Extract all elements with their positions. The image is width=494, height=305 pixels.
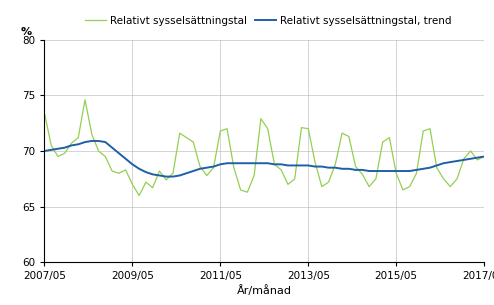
Relativt sysselsättningstal, trend: [75, 142, 81, 146]
Relativt sysselsättningstal: [163, 178, 169, 182]
Relativt sysselsättningstal, trend: [163, 175, 169, 178]
Relativt sysselsättningstal, trend: [481, 155, 487, 158]
Legend: Relativt sysselsättningstal, Relativt sysselsättningstal, trend: Relativt sysselsättningstal, Relativt sy…: [85, 16, 452, 26]
Relativt sysselsättningstal: [41, 111, 47, 115]
Relativt sysselsättningstal: [75, 136, 81, 139]
Text: %: %: [20, 27, 32, 38]
Relativt sysselsättningstal: [82, 98, 88, 102]
Relativt sysselsättningstal, trend: [251, 161, 257, 165]
Relativt sysselsättningstal, trend: [190, 169, 196, 173]
Relativt sysselsättningstal, trend: [400, 169, 406, 173]
X-axis label: År/månad: År/månad: [237, 285, 292, 296]
Relativt sysselsättningstal: [400, 188, 406, 192]
Relativt sysselsättningstal, trend: [157, 174, 163, 177]
Relativt sysselsättningstal: [136, 194, 142, 197]
Relativt sysselsättningstal: [481, 155, 487, 158]
Relativt sysselsättningstal, trend: [245, 161, 250, 165]
Line: Relativt sysselsättningstal, trend: Relativt sysselsättningstal, trend: [44, 141, 484, 177]
Relativt sysselsättningstal: [251, 174, 257, 177]
Line: Relativt sysselsättningstal: Relativt sysselsättningstal: [44, 100, 484, 196]
Relativt sysselsättningstal: [190, 140, 196, 144]
Relativt sysselsättningstal: [245, 190, 250, 194]
Relativt sysselsättningstal, trend: [41, 149, 47, 153]
Relativt sysselsättningstal, trend: [89, 139, 95, 143]
